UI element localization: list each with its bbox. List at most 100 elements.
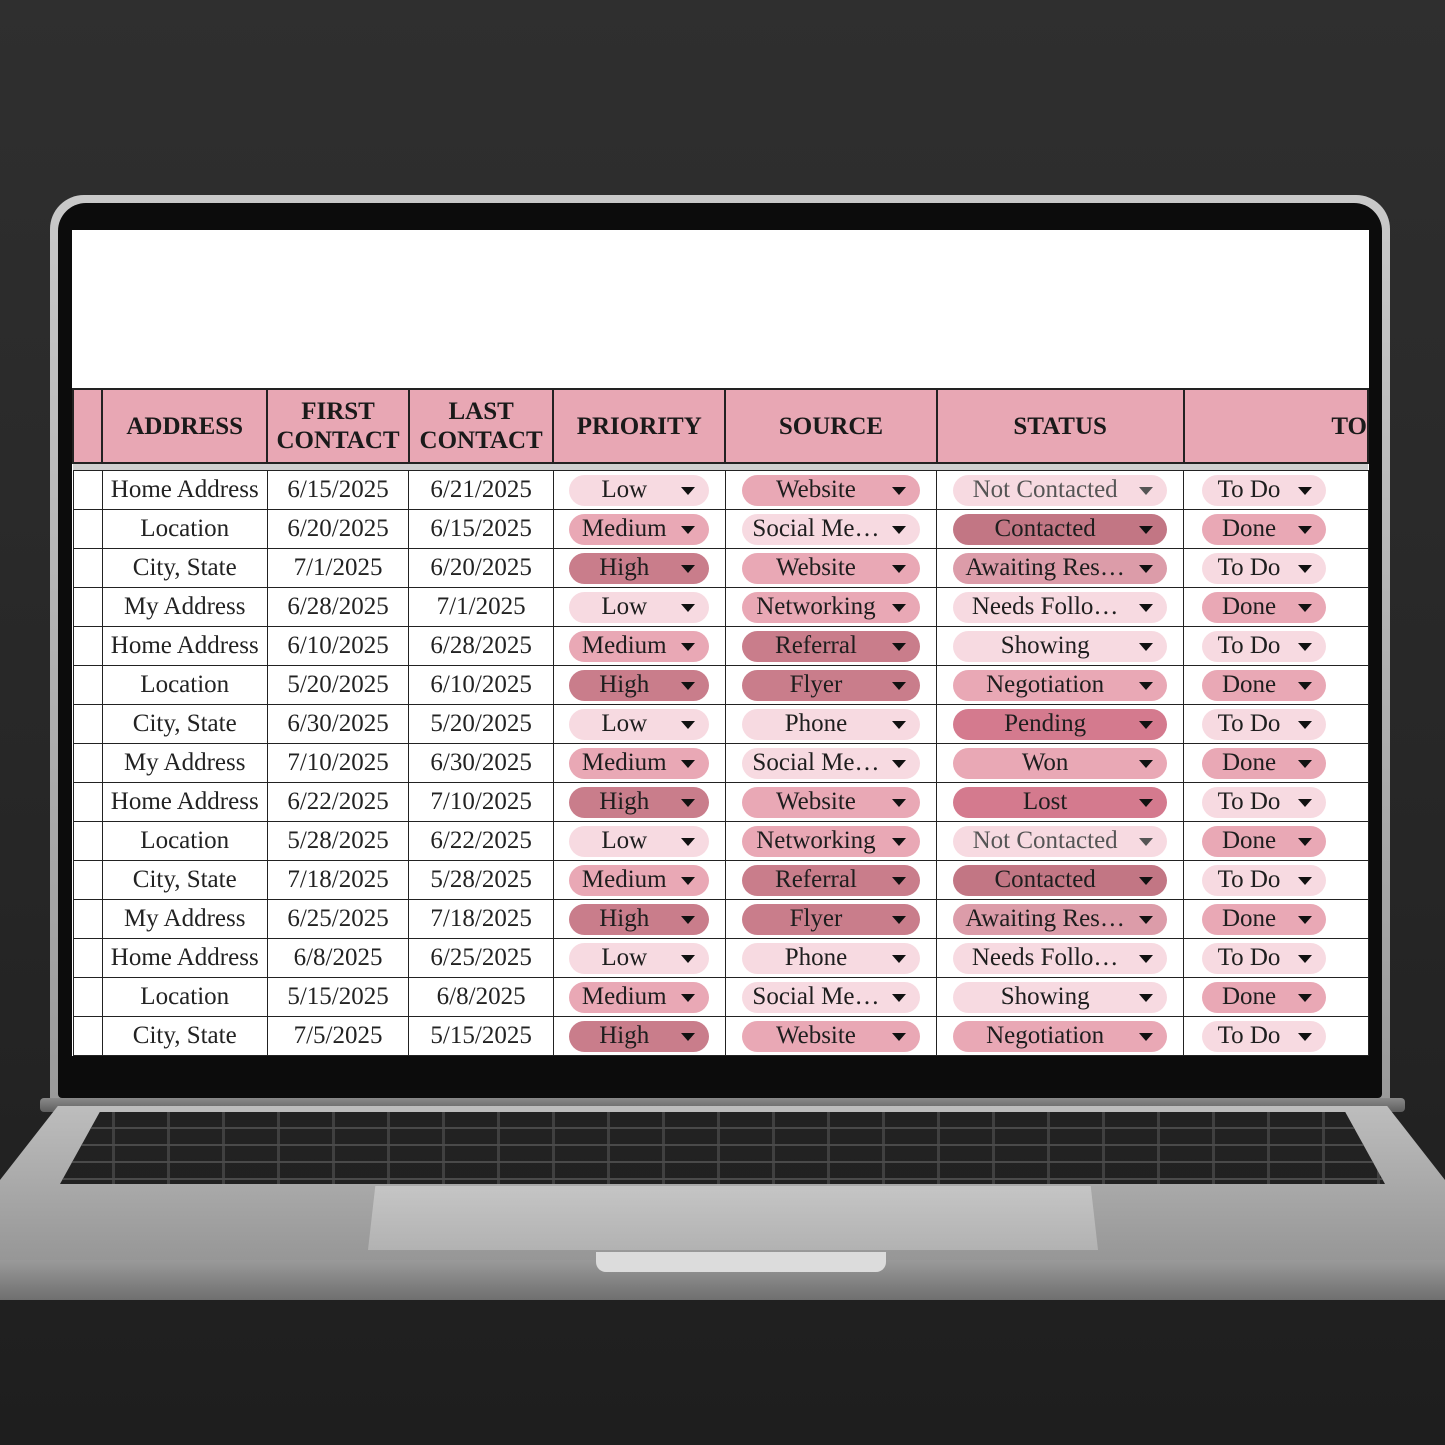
todo-dropdown[interactable]: Done xyxy=(1202,513,1327,545)
row-blank-cell[interactable] xyxy=(72,587,103,627)
status-dropdown[interactable]: Contacted xyxy=(953,864,1168,896)
last-cell[interactable]: 6/21/2025 xyxy=(408,470,554,510)
dropdown-arrow-icon[interactable] xyxy=(1298,993,1313,1002)
source-dropdown[interactable]: Phone xyxy=(741,942,920,974)
dropdown-arrow-icon[interactable] xyxy=(681,876,696,885)
last-cell[interactable]: 6/22/2025 xyxy=(408,821,554,861)
last-cell[interactable]: 6/15/2025 xyxy=(408,509,554,549)
status-dropdown[interactable]: Showing xyxy=(953,981,1168,1013)
dropdown-arrow-icon[interactable] xyxy=(891,720,906,729)
last-cell[interactable]: 5/15/2025 xyxy=(408,1016,554,1056)
dropdown-arrow-icon[interactable] xyxy=(681,759,696,768)
todo-dropdown[interactable]: Done xyxy=(1202,747,1327,779)
status-dropdown[interactable]: Showing xyxy=(953,630,1168,662)
status-dropdown[interactable]: Awaiting Res… xyxy=(953,903,1168,935)
dropdown-arrow-icon[interactable] xyxy=(891,876,906,885)
header-first-contact[interactable]: FIRST CONTACT xyxy=(266,388,410,464)
dropdown-arrow-icon[interactable] xyxy=(1298,603,1313,612)
first-cell[interactable]: 6/28/2025 xyxy=(266,587,410,627)
dropdown-arrow-icon[interactable] xyxy=(1298,642,1313,651)
dropdown-arrow-icon[interactable] xyxy=(1139,525,1154,534)
priority-dropdown[interactable]: Low xyxy=(569,591,710,623)
dropdown-arrow-icon[interactable] xyxy=(1139,876,1154,885)
dropdown-arrow-icon[interactable] xyxy=(681,915,696,924)
header-priority[interactable]: PRIORITY xyxy=(552,388,727,464)
status-dropdown[interactable]: Awaiting Res… xyxy=(953,552,1168,584)
todo-dropdown[interactable]: To Do xyxy=(1202,630,1327,662)
source-dropdown[interactable]: Flyer xyxy=(741,903,920,935)
dropdown-arrow-icon[interactable] xyxy=(1139,486,1154,495)
dropdown-arrow-icon[interactable] xyxy=(891,993,906,1002)
row-blank-cell[interactable] xyxy=(72,509,103,549)
dropdown-arrow-icon[interactable] xyxy=(1298,837,1313,846)
row-blank-cell[interactable] xyxy=(72,977,103,1017)
header-last-contact[interactable]: LAST CONTACT xyxy=(407,388,555,464)
dropdown-arrow-icon[interactable] xyxy=(681,954,696,963)
row-blank-cell[interactable] xyxy=(72,743,103,783)
dropdown-arrow-icon[interactable] xyxy=(1139,1032,1154,1041)
priority-dropdown[interactable]: Medium xyxy=(569,630,710,662)
first-cell[interactable]: 6/10/2025 xyxy=(266,626,410,666)
dropdown-arrow-icon[interactable] xyxy=(891,798,906,807)
priority-dropdown[interactable]: Low xyxy=(569,474,710,506)
dropdown-arrow-icon[interactable] xyxy=(1139,954,1154,963)
dropdown-arrow-icon[interactable] xyxy=(1139,720,1154,729)
row-blank-cell[interactable] xyxy=(72,704,103,744)
dropdown-arrow-icon[interactable] xyxy=(1298,564,1313,573)
dropdown-arrow-icon[interactable] xyxy=(1298,954,1313,963)
address-cell[interactable]: Home Address xyxy=(101,938,268,978)
address-cell[interactable]: City, State xyxy=(101,548,268,588)
source-dropdown[interactable]: Flyer xyxy=(741,669,920,701)
dropdown-arrow-icon[interactable] xyxy=(681,1032,696,1041)
priority-dropdown[interactable]: Medium xyxy=(569,747,710,779)
dropdown-arrow-icon[interactable] xyxy=(1139,993,1154,1002)
dropdown-arrow-icon[interactable] xyxy=(891,837,906,846)
first-cell[interactable]: 6/15/2025 xyxy=(266,470,410,510)
status-dropdown[interactable]: Negotiation xyxy=(953,1020,1168,1052)
source-dropdown[interactable]: Website xyxy=(741,552,920,584)
priority-dropdown[interactable]: High xyxy=(569,903,710,935)
todo-dropdown[interactable]: Done xyxy=(1202,669,1327,701)
source-dropdown[interactable]: Networking xyxy=(741,825,920,857)
row-blank-cell[interactable] xyxy=(72,821,103,861)
first-cell[interactable]: 7/10/2025 xyxy=(266,743,410,783)
status-dropdown[interactable]: Needs Follo… xyxy=(953,591,1168,623)
todo-dropdown[interactable]: Done xyxy=(1202,981,1327,1013)
header-source[interactable]: SOURCE xyxy=(724,388,938,464)
last-cell[interactable]: 6/8/2025 xyxy=(408,977,554,1017)
last-cell[interactable]: 7/10/2025 xyxy=(408,782,554,822)
source-dropdown[interactable]: Website xyxy=(741,1020,920,1052)
todo-dropdown[interactable]: Done xyxy=(1202,825,1327,857)
dropdown-arrow-icon[interactable] xyxy=(891,1032,906,1041)
last-cell[interactable]: 5/20/2025 xyxy=(408,704,554,744)
dropdown-arrow-icon[interactable] xyxy=(1298,720,1313,729)
dropdown-arrow-icon[interactable] xyxy=(1298,1032,1313,1041)
dropdown-arrow-icon[interactable] xyxy=(891,759,906,768)
address-cell[interactable]: My Address xyxy=(101,587,268,627)
last-cell[interactable]: 6/25/2025 xyxy=(408,938,554,978)
address-cell[interactable]: Location xyxy=(101,665,268,705)
row-blank-cell[interactable] xyxy=(72,1016,103,1056)
first-cell[interactable]: 6/25/2025 xyxy=(266,899,410,939)
header-status[interactable]: STATUS xyxy=(935,388,1185,464)
address-cell[interactable]: City, State xyxy=(101,1016,268,1056)
dropdown-arrow-icon[interactable] xyxy=(891,603,906,612)
status-dropdown[interactable]: Won xyxy=(953,747,1168,779)
dropdown-arrow-icon[interactable] xyxy=(1298,525,1313,534)
first-cell[interactable]: 5/20/2025 xyxy=(266,665,410,705)
todo-dropdown[interactable]: To Do xyxy=(1202,552,1327,584)
dropdown-arrow-icon[interactable] xyxy=(891,642,906,651)
dropdown-arrow-icon[interactable] xyxy=(1298,798,1313,807)
dropdown-arrow-icon[interactable] xyxy=(891,915,906,924)
todo-dropdown[interactable]: To Do xyxy=(1202,786,1327,818)
dropdown-arrow-icon[interactable] xyxy=(891,564,906,573)
dropdown-arrow-icon[interactable] xyxy=(1139,915,1154,924)
address-cell[interactable]: My Address xyxy=(101,899,268,939)
last-cell[interactable]: 6/20/2025 xyxy=(408,548,554,588)
source-dropdown[interactable]: Website xyxy=(741,474,920,506)
row-blank-cell[interactable] xyxy=(72,548,103,588)
last-cell[interactable]: 5/28/2025 xyxy=(408,860,554,900)
header-address[interactable]: ADDRESS xyxy=(101,388,269,464)
dropdown-arrow-icon[interactable] xyxy=(1139,837,1154,846)
todo-dropdown[interactable]: To Do xyxy=(1202,1020,1327,1052)
